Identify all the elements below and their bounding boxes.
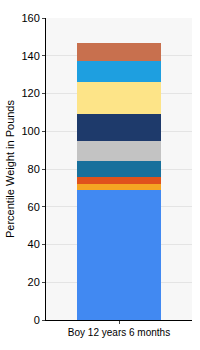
svg-text:140: 140 [21,50,39,62]
svg-text:120: 120 [21,87,39,99]
svg-text:Boy 12 years 6 months: Boy 12 years 6 months [68,327,170,338]
svg-text:Percentile Weight in Pounds: Percentile Weight in Pounds [4,100,16,238]
svg-text:20: 20 [28,276,40,288]
svg-text:40: 40 [28,238,40,250]
svg-text:0: 0 [34,314,40,326]
svg-text:100: 100 [21,125,39,137]
svg-text:80: 80 [28,163,40,175]
svg-text:160: 160 [21,12,39,24]
svg-text:60: 60 [28,201,40,213]
